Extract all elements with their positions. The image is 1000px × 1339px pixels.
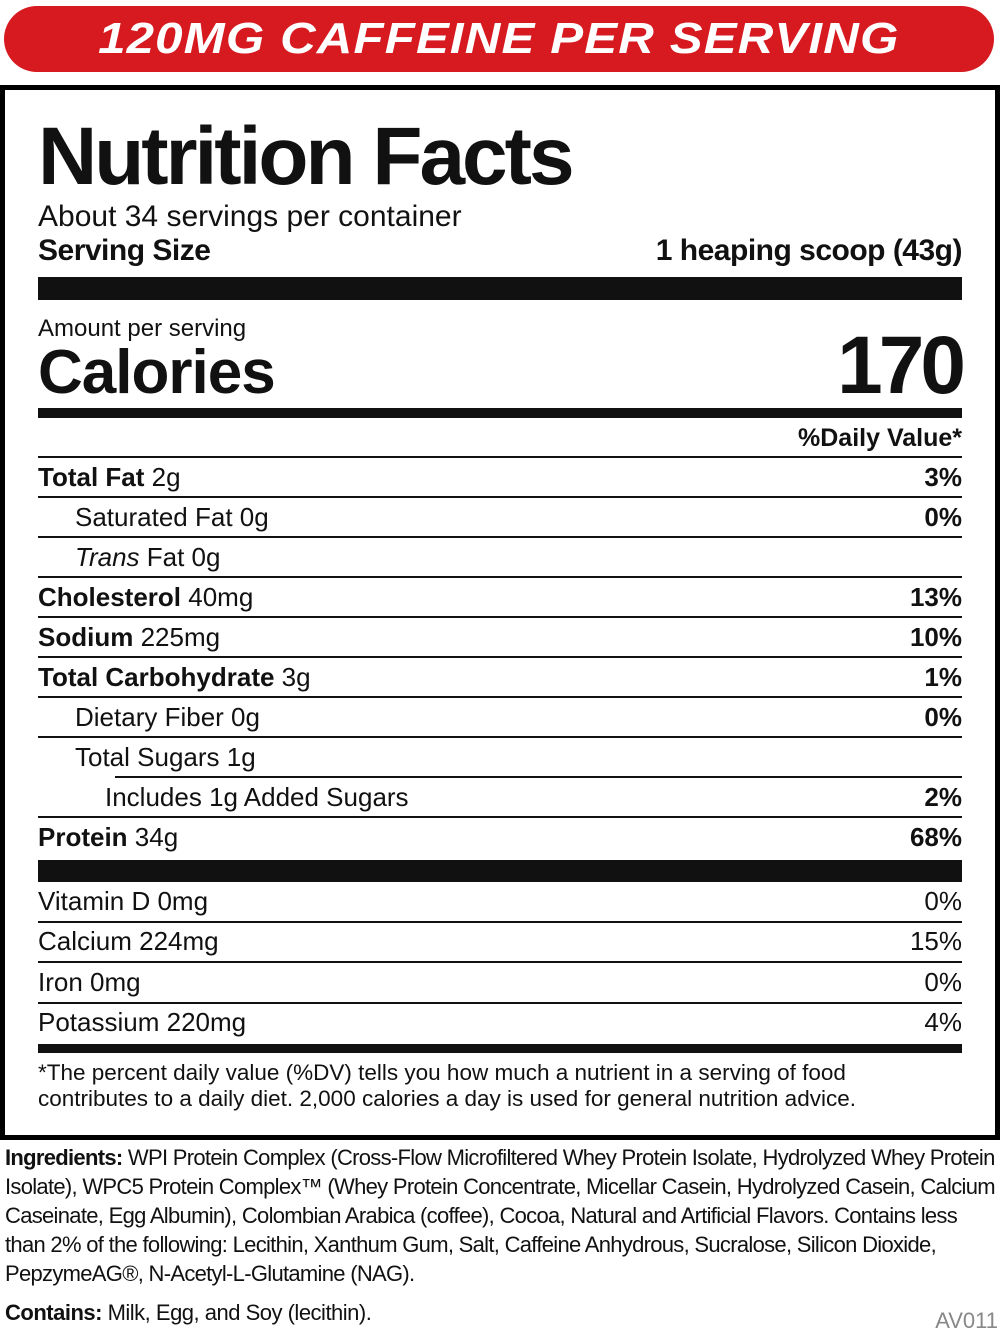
caffeine-banner: 120MG CAFFEINE PER SERVING (4, 6, 994, 72)
serving-size-row: Serving Size 1 heaping scoop (43g) (38, 234, 963, 268)
allergen-statement: Contains: Milk, Egg, and Soy (lecithin). (5, 1298, 372, 1327)
nutrient-row-protein: Protein 34g 68% (38, 821, 962, 852)
daily-value-header: %Daily Value* (38, 420, 962, 458)
nutrient-row-trans-fat: Trans Fat 0g (38, 538, 962, 578)
panel-title: Nutrition Facts (38, 111, 575, 202)
contains-label: Contains: (5, 1300, 102, 1325)
nutrient-list: Total Fat 2g 3% Saturated Fat 0g 0% Trans … (38, 458, 962, 856)
contains-text: Milk, Egg, and Soy (lecithin). (101, 1300, 372, 1325)
ingredients-label: Ingredients: (5, 1145, 123, 1170)
ingredients: Ingredients: WPI Protein Complex (Cross-… (5, 1143, 996, 1288)
amount-per-serving: Amount per serving (38, 315, 247, 342)
nutrient-row-added-sugars: Includes 1g Added Sugars 2% (38, 778, 962, 818)
nutrient-row-total-fat: Total Fat 2g 3% (38, 458, 962, 498)
vitamin-row-vitamin-d: Vitamin D 0mg 0% (38, 882, 962, 923)
ingredients-text: WPI Protein Complex (Cross-Flow Microfil… (5, 1145, 996, 1286)
vitamin-row-iron: Iron 0mg 0% (38, 963, 962, 1004)
servings-per-container: About 34 servings per container (38, 200, 462, 233)
nutrient-row-sodium: Sodium 225mg 10% (38, 618, 962, 658)
product-code: AV011 (935, 1308, 998, 1333)
nutrient-row-saturated-fat: Saturated Fat 0g 0% (38, 498, 962, 538)
vitamin-row-calcium: Calcium 224mg 15% (38, 923, 962, 963)
nutrient-row-total-carbohydrate: Total Carbohydrate 3g 1% (38, 658, 962, 698)
nutrient-row-cholesterol: Cholesterol 40mg 13% (38, 578, 962, 618)
thick-divider (38, 860, 962, 882)
daily-value-footnote: *The percent daily value (%DV) tells you… (38, 1060, 856, 1111)
calories-label: Calories (38, 338, 276, 407)
nutrient-row-dietary-fiber: Dietary Fiber 0g 0% (38, 698, 962, 738)
serving-size-label: Serving Size (38, 234, 211, 267)
thick-divider (38, 277, 962, 300)
nutrition-facts-panel: Nutrition Facts About 34 servings per co… (0, 85, 1000, 1140)
medium-divider (38, 408, 962, 418)
vitamin-list: Vitamin D 0mg 0% Calcium 224mg 15% Iron 0m… (38, 882, 962, 1042)
banner-text: 120MG CAFFEINE PER SERVING (98, 14, 900, 63)
medium-divider (38, 1044, 962, 1053)
vitamin-row-potassium: Potassium 220mg 4% (38, 1007, 962, 1038)
calories-row: Calories 170 (38, 320, 966, 411)
serving-size-value: 1 heaping scoop (43g) (655, 234, 963, 267)
nutrient-row-total-sugars: Total Sugars 1g (38, 738, 962, 778)
calories-value: 170 (837, 320, 966, 411)
